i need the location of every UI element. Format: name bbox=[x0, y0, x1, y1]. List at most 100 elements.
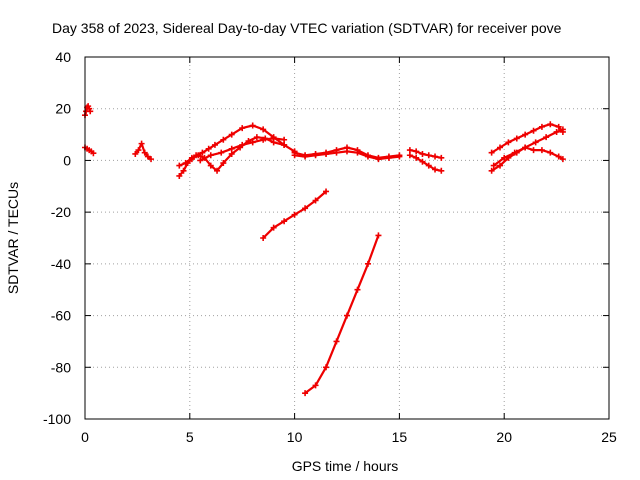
data-point bbox=[260, 126, 267, 133]
data-point bbox=[354, 149, 361, 156]
data-point bbox=[396, 153, 403, 160]
series-trace-06 bbox=[197, 135, 288, 164]
data-point bbox=[406, 152, 413, 159]
data-point bbox=[543, 134, 550, 141]
data-point bbox=[501, 154, 508, 161]
data-point bbox=[312, 197, 319, 204]
data-point bbox=[281, 218, 288, 225]
data-point bbox=[228, 150, 235, 157]
y-tick-label: -60 bbox=[51, 308, 71, 324]
series-trace-09 bbox=[406, 152, 445, 174]
y-tick-label: 40 bbox=[55, 49, 71, 65]
y-tick-label: -40 bbox=[51, 256, 71, 272]
x-tick-label: 20 bbox=[496, 429, 512, 445]
series-line bbox=[490, 123, 565, 154]
data-point bbox=[511, 149, 518, 156]
series-trace-11 bbox=[488, 121, 566, 156]
series-trace-10 bbox=[406, 147, 445, 161]
data-point bbox=[138, 140, 145, 147]
series-line bbox=[490, 146, 565, 172]
data-point bbox=[182, 160, 189, 167]
chart-title: Day 358 of 2023, Sidereal Day-to-day VTE… bbox=[52, 20, 562, 36]
series-line bbox=[304, 234, 380, 395]
data-point bbox=[555, 123, 562, 130]
data-point bbox=[559, 156, 566, 163]
data-point bbox=[249, 122, 256, 129]
data-point bbox=[375, 232, 382, 239]
data-point bbox=[375, 156, 382, 163]
data-point bbox=[538, 147, 545, 154]
data-point bbox=[344, 148, 350, 155]
data-point bbox=[488, 149, 495, 156]
data-point bbox=[323, 188, 330, 195]
data-point bbox=[195, 152, 202, 159]
x-tick-label: 0 bbox=[81, 429, 89, 445]
data-point bbox=[302, 205, 309, 212]
y-tick-label: 20 bbox=[55, 101, 71, 117]
data-point bbox=[141, 149, 148, 156]
data-point bbox=[228, 131, 235, 138]
data-point bbox=[260, 136, 267, 143]
data-point bbox=[239, 125, 246, 132]
data-point bbox=[132, 150, 139, 157]
series-trace-05 bbox=[176, 134, 288, 174]
data-point bbox=[432, 153, 439, 160]
data-point bbox=[522, 131, 529, 138]
data-point bbox=[211, 141, 218, 148]
data-point bbox=[176, 172, 183, 179]
series-trace-13 bbox=[490, 126, 566, 169]
data-point bbox=[270, 224, 277, 231]
data-point bbox=[180, 167, 187, 174]
data-point bbox=[333, 149, 340, 156]
data-point bbox=[291, 152, 298, 159]
data-point bbox=[522, 144, 529, 151]
data-point bbox=[413, 148, 420, 155]
data-point bbox=[413, 154, 420, 161]
data-point bbox=[207, 152, 214, 159]
data-point bbox=[176, 162, 183, 169]
grid-layer bbox=[85, 57, 609, 419]
data-point bbox=[419, 150, 426, 157]
data-point bbox=[144, 153, 151, 160]
data-point bbox=[253, 134, 260, 141]
y-axis-label: SDTVAR / TECUs bbox=[5, 182, 21, 294]
data-point bbox=[188, 154, 195, 161]
x-tick-label: 5 bbox=[186, 429, 194, 445]
series-trace-01 bbox=[82, 103, 94, 119]
data-point bbox=[148, 156, 155, 163]
data-point bbox=[207, 162, 214, 169]
plot-frame bbox=[84, 56, 610, 420]
data-point bbox=[432, 166, 439, 173]
data-point bbox=[364, 153, 371, 160]
data-point bbox=[323, 150, 330, 157]
series-trace-14 bbox=[260, 188, 330, 241]
data-point bbox=[90, 150, 97, 157]
data-point bbox=[530, 127, 537, 134]
data-point bbox=[205, 145, 212, 152]
x-tick-label: 25 bbox=[601, 429, 617, 445]
x-tick-label: 15 bbox=[392, 429, 408, 445]
y-tick-label: -20 bbox=[51, 204, 71, 220]
data-point bbox=[333, 338, 340, 345]
data-point bbox=[497, 162, 504, 169]
data-point bbox=[553, 128, 560, 135]
data-point bbox=[425, 152, 432, 159]
data-point bbox=[354, 286, 361, 293]
data-point bbox=[497, 144, 504, 151]
data-point bbox=[438, 167, 445, 174]
y-tick-label: 0 bbox=[63, 152, 71, 168]
data-point bbox=[214, 167, 221, 174]
y-tick-label: -100 bbox=[43, 411, 71, 427]
data-point bbox=[490, 162, 497, 169]
data-point bbox=[547, 121, 554, 128]
data-point bbox=[559, 126, 566, 133]
data-point bbox=[281, 141, 288, 148]
data-point bbox=[547, 149, 554, 156]
data-point bbox=[302, 153, 309, 160]
data-point bbox=[87, 108, 94, 115]
data-point bbox=[218, 149, 225, 156]
data-point bbox=[364, 260, 371, 267]
data-layer bbox=[82, 103, 566, 397]
data-point bbox=[425, 162, 432, 169]
ticks-layer: 0 5 10 15 20 25 -100 -80 -60 -40 -20 0 20 40 bbox=[43, 49, 617, 445]
